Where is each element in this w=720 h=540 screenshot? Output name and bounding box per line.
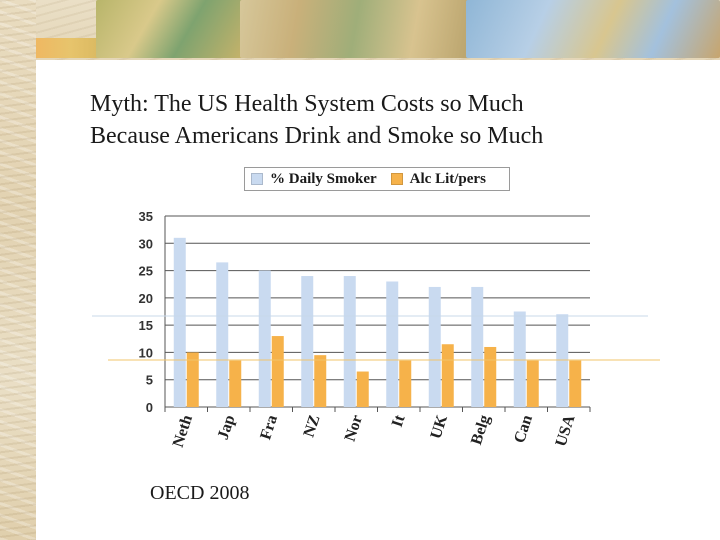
- x-tick-label: UK: [427, 412, 451, 441]
- slide-title-line-2: Because Americans Drink and Smoke so Muc…: [90, 123, 544, 149]
- x-tick-label: It: [389, 412, 409, 429]
- x-tick-label: Fra: [257, 413, 281, 442]
- legend-label-alcohol: Alc Lit/pers: [409, 170, 486, 187]
- bar-alcohol: [314, 355, 327, 407]
- bar-smoker: [513, 311, 526, 407]
- x-tick-label: Neth: [170, 413, 196, 450]
- banner-art-block: [466, 0, 720, 58]
- y-tick-label: 35: [139, 209, 153, 224]
- x-tick-label: Jap: [215, 413, 239, 442]
- bar-alcohol: [356, 371, 369, 407]
- bar-smoker: [301, 276, 314, 407]
- bar-smoker: [343, 276, 356, 407]
- x-tick-label: Belg: [468, 413, 494, 447]
- legend-swatch-smoker: [251, 173, 263, 185]
- x-tick-label: Nor: [342, 413, 366, 444]
- bar-smoker: [258, 270, 271, 407]
- legend-item-alcohol: Alc Lit/pers: [390, 170, 486, 188]
- bar-alcohol: [441, 344, 454, 407]
- bar-smoker: [428, 286, 441, 407]
- x-tick-label: USA: [552, 413, 578, 449]
- bar-alcohol: [186, 352, 199, 407]
- decorative-paper-edge: [0, 0, 36, 540]
- y-tick-label: 15: [139, 318, 153, 333]
- y-tick-label: 10: [139, 345, 153, 360]
- y-tick-label: 30: [139, 236, 153, 251]
- bar-alcohol: [229, 360, 242, 407]
- x-tick-label: Can: [511, 413, 536, 445]
- legend-item-smoker: % Daily Smoker: [251, 171, 377, 188]
- y-tick-label: 5: [146, 373, 153, 388]
- bar-smoker: [216, 262, 229, 407]
- slide-title: Myth: The US Health System Costs so Much…: [90, 88, 690, 152]
- legend-label-smoker: % Daily Smoker: [270, 170, 377, 187]
- source-note: OECD 2008: [150, 482, 250, 504]
- banner-art-block: [240, 0, 470, 58]
- chart-legend: % Daily Smoker Alc Lit/pers: [244, 167, 510, 191]
- bar-smoker: [556, 314, 569, 407]
- y-tick-label: 0: [146, 400, 153, 415]
- banner-art-block: [22, 38, 102, 58]
- bar-smoker: [471, 286, 484, 407]
- y-tick-label: 20: [139, 291, 153, 306]
- bar-alcohol: [271, 336, 284, 407]
- bar-alcohol: [569, 360, 582, 407]
- slide-content-area: [36, 60, 720, 540]
- bar-smoker: [386, 281, 399, 407]
- slide-title-line-1: Myth: The US Health System Costs so Much: [90, 91, 524, 117]
- y-tick-label: 25: [139, 264, 153, 279]
- legend-swatch-alcohol: [390, 173, 403, 185]
- bar-alcohol: [399, 360, 412, 407]
- decorative-banner: [0, 0, 720, 60]
- bar-smoker: [173, 237, 186, 407]
- bar-alcohol: [526, 360, 539, 407]
- banner-art-block: [96, 0, 246, 58]
- bar-alcohol: [484, 346, 497, 407]
- x-tick-label: NZ: [301, 413, 324, 439]
